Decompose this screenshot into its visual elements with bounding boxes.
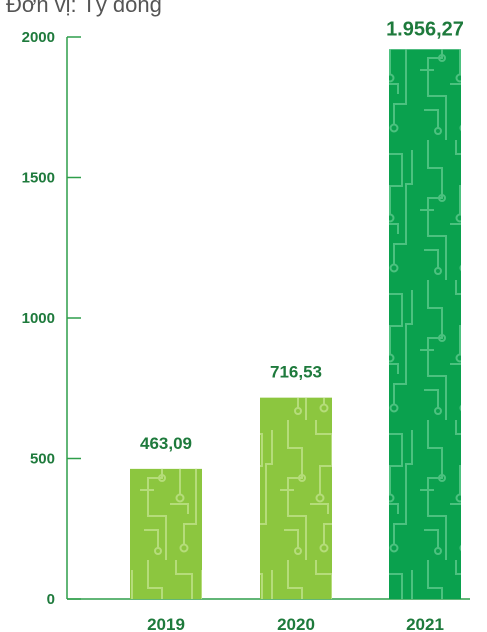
- y-tick-label: 2000: [22, 29, 55, 46]
- value-label-2019: 463,09: [140, 434, 192, 453]
- y-tick-label: 500: [30, 451, 55, 468]
- bar-pattern-2020: [260, 397, 332, 599]
- x-tick-label-2020: 2020: [277, 615, 315, 632]
- x-tick-label-2019: 2019: [147, 615, 185, 632]
- value-label-2020: 716,53: [270, 363, 322, 382]
- unit-label: Đơn vị: Tỷ đồng: [6, 0, 162, 17]
- bar-pattern-2019: [130, 468, 202, 599]
- y-tick-label: 0: [47, 591, 55, 608]
- x-tick-label-2021: 2021: [406, 615, 444, 632]
- bar-pattern-2021: [389, 49, 461, 599]
- y-tick-label: 1500: [22, 170, 55, 187]
- y-tick-label: 1000: [22, 310, 55, 327]
- value-label-2021: 1.956,27: [386, 18, 464, 40]
